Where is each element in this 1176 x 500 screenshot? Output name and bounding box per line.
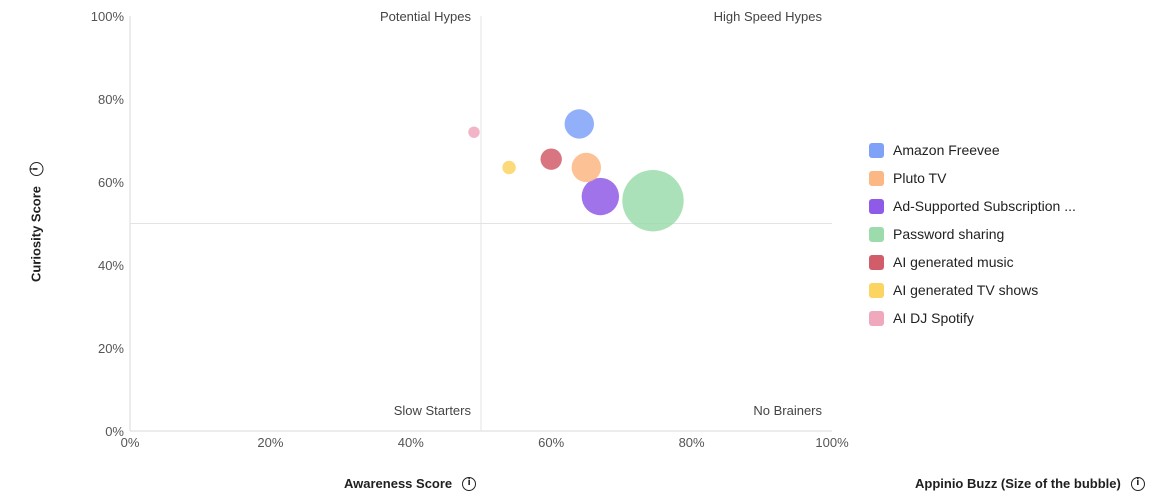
- legend-swatch: [869, 310, 884, 326]
- bubble-ai-generated-tv-shows[interactable]: [502, 160, 516, 175]
- quadrant-label-potential-hypes: Potential Hypes: [380, 9, 472, 24]
- x-axis-title: Awareness Score i: [344, 476, 477, 491]
- x-tick-label: 20%: [257, 435, 283, 450]
- bubble-password-sharing[interactable]: [622, 169, 684, 232]
- x-tick-label: 100%: [815, 435, 849, 450]
- y-tick-label: 80%: [98, 92, 124, 107]
- quadrant-label-high-speed-hypes: High Speed Hypes: [714, 9, 823, 24]
- bubble-ai-dj-spotify[interactable]: [468, 126, 480, 138]
- legend-swatch: [869, 170, 884, 186]
- legend-item[interactable]: AI DJ Spotify: [869, 304, 1076, 332]
- legend-item[interactable]: Amazon Freevee: [869, 136, 1076, 164]
- y-axis-title: Curiosity Score i: [28, 161, 44, 283]
- bubble-pluto-tv[interactable]: [571, 152, 601, 183]
- y-tick-label: 20%: [98, 341, 124, 356]
- bubble-size-label: Appinio Buzz (Size of the bubble): [915, 476, 1121, 491]
- legend-swatch: [869, 142, 884, 158]
- legend-swatch: [869, 254, 884, 270]
- info-icon[interactable]: i: [1130, 476, 1145, 491]
- x-tick-label: 40%: [398, 435, 424, 450]
- legend-label: Ad-Supported Subscription ...: [893, 198, 1076, 214]
- y-tick-label: 100%: [91, 9, 125, 24]
- bubble-size-title: Appinio Buzz (Size of the bubble) i: [915, 476, 1145, 491]
- legend-label: AI generated music: [893, 254, 1014, 270]
- legend-item[interactable]: Pluto TV: [869, 164, 1076, 192]
- x-tick-label: 80%: [679, 435, 705, 450]
- bubble-ad-supported-subscription[interactable]: [581, 177, 620, 216]
- quadrant-label-no-brainers: No Brainers: [753, 403, 822, 418]
- y-tick-label: 60%: [98, 175, 124, 190]
- x-tick-label: 60%: [538, 435, 564, 450]
- legend-item[interactable]: Ad-Supported Subscription ...: [869, 192, 1076, 220]
- bubble-ai-generated-music[interactable]: [540, 148, 562, 170]
- x-axis-label: Awareness Score: [344, 476, 453, 491]
- legend-swatch: [869, 226, 884, 242]
- info-icon[interactable]: i: [29, 161, 43, 176]
- legend-item[interactable]: AI generated music: [869, 248, 1076, 276]
- legend-label: AI DJ Spotify: [893, 310, 974, 326]
- legend-item[interactable]: AI generated TV shows: [869, 276, 1076, 304]
- legend-swatch: [869, 282, 884, 298]
- bubble-amazon-freevee[interactable]: [564, 109, 594, 139]
- y-tick-label: 40%: [98, 258, 124, 273]
- tick-labels: 0% 20% 40% 60% 80% 100% 0% 20% 40% 60% 80% 100%: [91, 9, 849, 450]
- info-icon[interactable]: i: [462, 476, 477, 491]
- legend-label: AI generated TV shows: [893, 282, 1039, 298]
- legend: Amazon Freevee Pluto TV Ad-Supported Subsc…: [869, 136, 1076, 332]
- legend-label: Password sharing: [893, 226, 1005, 242]
- legend-swatch: [869, 198, 884, 214]
- quadrant-label-slow-starters: Slow Starters: [394, 403, 472, 418]
- bubbles: [468, 109, 684, 232]
- legend-label: Amazon Freevee: [893, 142, 1000, 158]
- grid-layer: [129, 16, 832, 432]
- y-tick-label: 0%: [105, 424, 124, 439]
- legend-label: Pluto TV: [893, 170, 947, 186]
- y-axis-label: Curiosity Score: [28, 185, 44, 283]
- x-tick-label: 0%: [121, 435, 140, 450]
- quadrant-labels: Potential Hypes High Speed Hypes Slow St…: [380, 9, 823, 418]
- legend-item[interactable]: Password sharing: [869, 220, 1076, 248]
